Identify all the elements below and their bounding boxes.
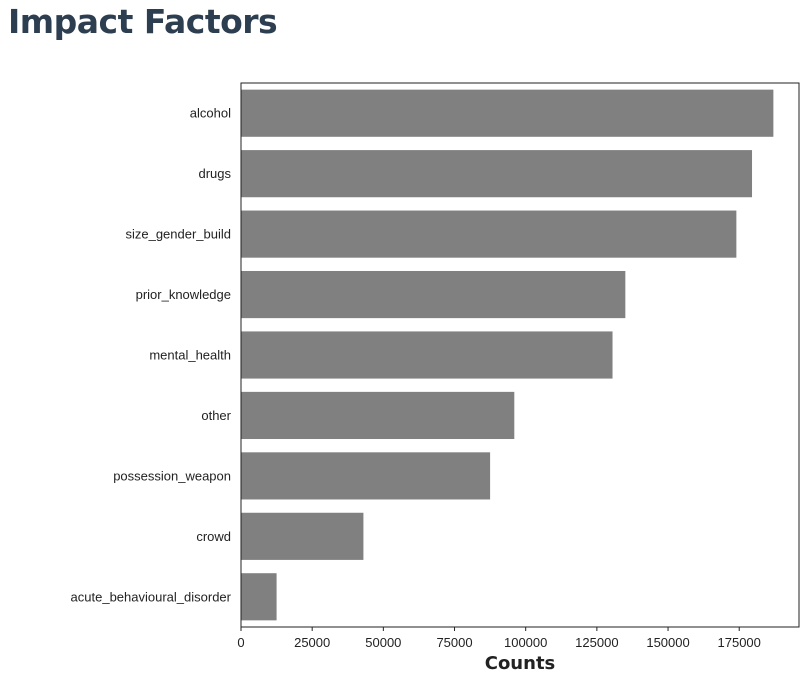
bar-other [241, 391, 515, 440]
bar-alcohol [241, 89, 774, 137]
category-label: crowd [196, 529, 231, 544]
x-tick-label: 150000 [646, 635, 689, 650]
x-tick-label: 100000 [504, 635, 547, 650]
x-axis: 0 25000 50000 75000 100000 125000 150000 175000 [237, 627, 761, 650]
bar-crowd [241, 512, 364, 560]
bar-mental_health [241, 331, 613, 379]
bar-acute_behavioural_disorder [241, 573, 277, 621]
bars-group [241, 89, 774, 621]
x-tick-label: 50000 [365, 635, 401, 650]
category-label: mental_health [149, 348, 231, 363]
x-tick-label: 0 [237, 635, 244, 650]
x-axis-title: Counts [485, 653, 556, 674]
category-label: possession_weapon [113, 468, 231, 483]
plot-frame [240, 82, 800, 628]
category-label: drugs [198, 166, 231, 181]
bar-prior_knowledge [241, 270, 626, 319]
x-tick-label: 25000 [294, 635, 330, 650]
category-label: size_gender_build [125, 227, 231, 242]
chart-title: Impact Factors [8, 2, 278, 41]
x-tick-label: 75000 [436, 635, 472, 650]
x-tick-label: 125000 [575, 635, 618, 650]
x-tick-label: 175000 [718, 635, 761, 650]
bar-possession_weapon [241, 452, 491, 500]
category-label: acute_behavioural_disorder [71, 589, 232, 604]
category-label: alcohol [190, 106, 231, 121]
category-label: other [201, 408, 231, 423]
category-labels: alcohol drugs size_gender_build prior_knowl… [71, 106, 232, 605]
bar-drugs [241, 150, 753, 198]
category-label: prior_knowledge [136, 287, 231, 302]
bar-size_gender_build [241, 210, 737, 258]
